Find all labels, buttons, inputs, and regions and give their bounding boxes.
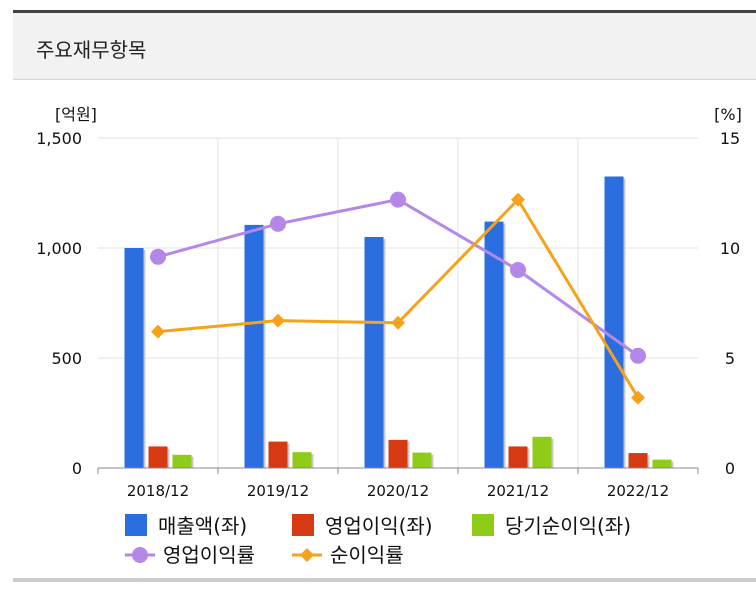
lines bbox=[150, 191, 646, 405]
bar bbox=[532, 436, 552, 468]
point-marker bbox=[271, 313, 285, 328]
bar bbox=[652, 459, 672, 468]
bar bbox=[244, 224, 264, 468]
bar bbox=[268, 441, 288, 468]
point-marker bbox=[390, 191, 406, 208]
legend-swatch bbox=[125, 514, 147, 536]
left-tick-label: 0 bbox=[72, 459, 82, 478]
bar bbox=[172, 454, 192, 468]
line-series bbox=[157, 198, 640, 399]
point-marker bbox=[150, 248, 166, 265]
point-marker bbox=[630, 347, 646, 364]
left-tick-label: 1,500 bbox=[36, 129, 82, 148]
panel-title: 주요재무항목 bbox=[36, 38, 147, 62]
bar bbox=[628, 453, 648, 468]
left-tick-label: 500 bbox=[51, 349, 82, 368]
legend-label: 매출액(좌) bbox=[158, 514, 247, 538]
left-tick-label: 1,000 bbox=[36, 239, 82, 258]
grid bbox=[98, 137, 698, 468]
x-tick-label: 2021/12 bbox=[487, 482, 549, 500]
bar bbox=[484, 221, 504, 468]
bar bbox=[604, 176, 624, 468]
point-marker bbox=[151, 324, 165, 339]
bottom-divider bbox=[13, 578, 756, 582]
bar bbox=[412, 452, 432, 468]
legend-marker bbox=[132, 547, 148, 563]
legend-label: 당기순이익(좌) bbox=[505, 514, 631, 538]
bar bbox=[148, 446, 168, 468]
right-tick-label: 0 bbox=[725, 459, 735, 478]
legend-swatch bbox=[292, 514, 314, 536]
bar bbox=[388, 439, 408, 468]
x-tick-label: 2022/12 bbox=[607, 482, 669, 500]
x-tick-label: 2019/12 bbox=[247, 482, 309, 500]
right-tick-label: 10 bbox=[720, 239, 740, 258]
x-tick-label: 2020/12 bbox=[367, 482, 429, 500]
bar bbox=[124, 248, 144, 468]
panel-header: 주요재무항목 bbox=[13, 10, 756, 80]
point-marker bbox=[511, 192, 525, 207]
axes: 2018/12 2019/12 2020/12 2021/12 2022/12 0 500 1… bbox=[36, 105, 742, 500]
x-tick-label: 2018/12 bbox=[127, 482, 189, 500]
left-axis-unit: [억원] bbox=[55, 105, 97, 124]
legend: 매출액(좌) 영업이익(좌) 당기순이익(좌) 영업이익률 순이익률 bbox=[125, 514, 631, 567]
bar bbox=[508, 446, 528, 468]
right-axis-unit: [%] bbox=[714, 105, 742, 124]
legend-label: 영업이익(좌) bbox=[325, 514, 433, 538]
point-marker bbox=[391, 315, 405, 330]
legend-swatch bbox=[472, 514, 494, 536]
right-tick-label: 5 bbox=[725, 349, 735, 368]
right-tick-label: 15 bbox=[720, 129, 740, 148]
point-marker bbox=[270, 215, 286, 232]
bar bbox=[292, 452, 312, 468]
bars bbox=[124, 176, 674, 468]
point-marker bbox=[510, 262, 526, 278]
point-marker bbox=[631, 390, 645, 405]
legend-label: 순이익률 bbox=[330, 543, 404, 567]
legend-label: 영업이익률 bbox=[163, 543, 255, 567]
legend-marker bbox=[300, 548, 314, 562]
bar bbox=[364, 237, 384, 468]
